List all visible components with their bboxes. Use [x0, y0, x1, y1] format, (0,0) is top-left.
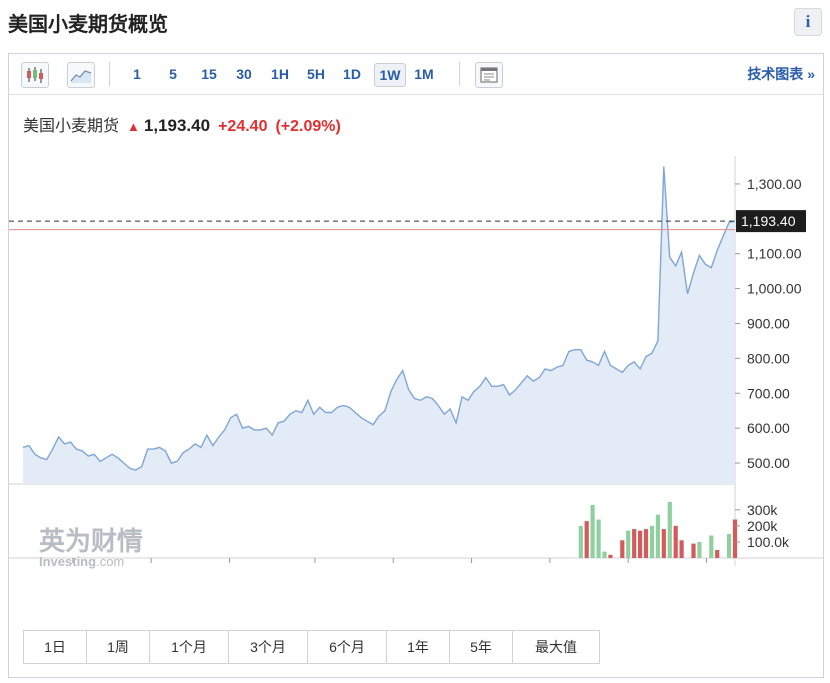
up-arrow-icon: ▲	[127, 119, 140, 134]
interval-1m[interactable]: 1M	[414, 66, 434, 82]
range-1w[interactable]: 1周	[87, 631, 150, 663]
y-tick-label: 700.00	[747, 385, 790, 401]
price-chart[interactable]: 500.00 600.00 700.00 800.00 900.00 1,000.00 1,…	[9, 152, 823, 572]
interval-1w[interactable]: 1W	[374, 63, 406, 87]
toolbar-separator	[459, 62, 460, 86]
candlestick-icon[interactable]	[21, 62, 49, 88]
range-1y[interactable]: 1年	[387, 631, 450, 663]
x-axis: 月 月 月 2021 月 月 月 2022 月	[66, 558, 714, 572]
quote-line: 美国小麦期货 ▲ 1,193.40 +24.40 (+2.09%)	[23, 112, 341, 136]
toolbar-separator	[109, 62, 110, 86]
time-range-selector: 1日 1周 1个月 3个月 6个月 1年 5年 最大值	[23, 630, 600, 664]
volume-bar	[732, 519, 738, 558]
interval-5[interactable]: 5	[169, 66, 177, 82]
volume-bar	[655, 514, 660, 558]
interval-30[interactable]: 30	[236, 66, 252, 82]
y-axis: 500.00 600.00 700.00 800.00 900.00 1,000.00 1,…	[735, 176, 802, 471]
volume-bar	[697, 541, 702, 558]
volume-bar	[673, 525, 678, 558]
candlestick-icon-graphic	[27, 67, 43, 83]
volume-tick-label: 300k	[747, 502, 778, 518]
volume-bar	[649, 525, 655, 558]
chart-widget: 1 5 15 30 1H 5H 1D 1W 1M 技术图表 » 美国小麦期货 ▲ 1…	[8, 53, 824, 678]
y-tick-label: 900.00	[747, 315, 790, 331]
volume-bar	[590, 505, 595, 558]
last-price-tag-label: 1,193.40	[741, 213, 796, 229]
chart-toolbar: 1 5 15 30 1H 5H 1D 1W 1M 技术图表 »	[9, 54, 823, 95]
x-tick-label: 月	[543, 571, 557, 572]
volume-bar	[691, 543, 696, 558]
last-price-tag: 1,193.40	[736, 210, 806, 233]
watermark-logo: 英为财情 Investing.com	[39, 526, 143, 569]
volume-bar	[727, 533, 732, 558]
volume-bar	[584, 521, 589, 558]
interval-1[interactable]: 1	[133, 66, 141, 82]
interval-1h[interactable]: 1H	[271, 66, 289, 82]
volume-bar	[643, 529, 649, 558]
volume-bar	[596, 519, 601, 558]
interval-1d[interactable]: 1D	[343, 66, 361, 82]
price-line	[22, 166, 736, 471]
volume-bar	[661, 529, 666, 558]
y-tick-label: 500.00	[747, 455, 790, 471]
news-overlay-icon[interactable]	[475, 62, 503, 88]
last-price-tag-bg	[736, 210, 806, 233]
range-3m[interactable]: 3个月	[229, 631, 308, 663]
interval-15[interactable]: 15	[201, 66, 217, 82]
range-1d[interactable]: 1日	[24, 631, 87, 663]
volume-bar	[638, 530, 643, 558]
range-6m[interactable]: 6个月	[308, 631, 387, 663]
volume-bar	[578, 525, 583, 558]
page-title: 美国小麦期货概览	[8, 14, 168, 36]
x-tick-label: 2021	[299, 571, 330, 572]
x-tick-label: 月	[386, 571, 400, 572]
volume-bar	[626, 530, 631, 558]
y-tick-label: 600.00	[747, 420, 790, 436]
volume-tick-label: 100.0k	[747, 534, 790, 550]
news-overlay-icon-graphic	[480, 67, 498, 83]
x-tick-label: 月	[222, 571, 236, 572]
area-chart-icon[interactable]	[67, 62, 95, 88]
x-tick-label: 月	[700, 571, 714, 572]
watermark-sub: Investing.com	[39, 554, 124, 569]
x-tick-label: 月	[66, 571, 80, 572]
x-tick-label: 月	[465, 571, 479, 572]
volume-panel	[578, 501, 738, 558]
watermark-brand: 英为财情	[39, 526, 143, 556]
y-tick-label: 1,100.00	[747, 246, 802, 262]
last-price: 1,193.40	[143, 116, 211, 135]
area-chart-icon-graphic	[70, 70, 92, 83]
volume-bar	[632, 529, 637, 558]
volume-tick-label: 200k	[747, 518, 778, 534]
technical-chart-link[interactable]: 技术图表 »	[747, 66, 815, 82]
volume-bar	[715, 550, 720, 558]
x-tick-label: 月	[144, 571, 158, 572]
volume-bar	[602, 551, 607, 558]
volume-bar	[608, 554, 613, 558]
y-tick-label: 1,000.00	[747, 281, 802, 297]
volume-bar	[667, 501, 672, 558]
volume-bar	[620, 540, 625, 558]
volume-bar	[709, 535, 714, 558]
x-tick-label: 2022	[613, 571, 644, 572]
price-area-fill	[23, 166, 735, 484]
info-icon[interactable]: i	[794, 8, 822, 36]
range-5y[interactable]: 5年	[450, 631, 513, 663]
instrument-name: 美国小麦期货	[23, 118, 120, 135]
price-change-pct: (+2.09%)	[275, 118, 341, 135]
interval-5h[interactable]: 5H	[307, 66, 325, 82]
price-change: +24.40	[218, 118, 268, 135]
y-tick-label: 800.00	[747, 350, 790, 366]
volume-bar	[679, 540, 684, 558]
y-tick-label: 1,300.00	[747, 176, 802, 192]
range-max[interactable]: 最大值	[513, 631, 599, 663]
range-1m[interactable]: 1个月	[150, 631, 229, 663]
